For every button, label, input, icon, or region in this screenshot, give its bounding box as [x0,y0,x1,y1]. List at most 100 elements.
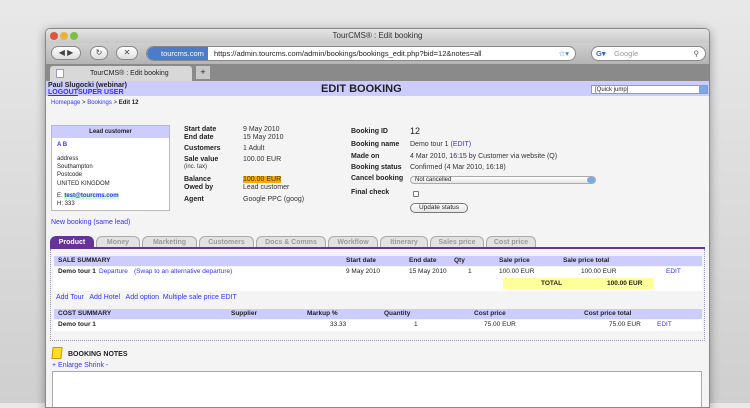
tab-product[interactable]: Product [50,236,94,248]
reload-icon[interactable]: ↻ [90,46,108,60]
sale-value-label: Sale value [184,156,219,163]
tab-customers[interactable]: Customers [199,236,254,248]
swap-departure-link[interactable]: (Swap to an alternative departure) [134,268,233,275]
booking-name-label: Booking name [351,141,400,148]
bookmark-star-icon[interactable]: ☆▾ [558,49,570,58]
enlarge-link[interactable]: + Enlarge [52,362,83,369]
add-links: Add Tour Add Hotel Add option Multiple s… [56,294,237,301]
tab-panel [50,249,705,341]
made-on: 4 Mar 2010, 16:15 by Customer via websit… [410,153,558,160]
edit-name-link[interactable]: (EDIT) [450,141,472,148]
tab-workflow[interactable]: Workflow [328,236,378,248]
tab-sales-price[interactable]: Sales price [430,236,484,248]
owed-by: Lead customer [243,184,290,191]
lead-customer-name[interactable]: A B [57,142,68,148]
chevron-down-icon [699,86,707,93]
add-option-link[interactable]: Add option [125,294,160,301]
departure-link[interactable]: Departure [99,268,128,275]
shrink-link[interactable]: Shrink - [84,362,109,369]
end-date: 15 May 2010 [243,134,284,141]
google-icon: G▾ [596,49,606,58]
cancel-booking-select[interactable]: Not cancelled [410,176,596,184]
agent-label: Agent [184,196,204,203]
booking-notes-textarea[interactable] [52,371,702,407]
customers: 1 Adult [243,145,265,152]
customers-label: Customers [184,145,221,152]
breadcrumb: Homepage > Bookings > Edit 12 [51,100,139,106]
stop-icon[interactable]: ✕ [116,46,138,60]
super-user-link[interactable]: SUPER USER [78,89,124,96]
url-text: https://admin.tourcms.com/admin/bookings… [213,49,482,58]
chevron-down-icon [587,177,595,183]
address-city: Southampton [57,164,93,170]
lead-customer-title: Lead customer [52,126,169,138]
final-check-checkbox[interactable] [413,191,419,197]
booking-name: Demo tour 1 [410,141,449,148]
user-name: Paul Slugocki (webinar) [48,82,127,89]
balance-label: Balance [184,176,211,183]
tab-money[interactable]: Money [96,236,140,248]
booking-notes-title: BOOKING NOTES [68,351,128,358]
new-tab-button[interactable]: + [196,66,210,79]
title-bar: TourCMS® : Edit booking [46,29,709,43]
search-input[interactable]: Google G▾ ⚲ [591,46,706,61]
multiple-sale-price-edit-link[interactable]: Multiple sale price EDIT [162,294,237,301]
sale-summary-header: SALE SUMMARY Start date End date Qty Sal… [54,256,702,266]
quick-jump-select[interactable]: [Quick jump] [591,85,708,94]
product-name: Demo tour 1 [58,268,96,275]
tab-underline [50,247,705,249]
browser-tab[interactable]: TourCMS® : Edit booking [50,66,192,81]
email-label: E: [57,193,63,199]
booking-id: 12 [410,126,421,136]
browser-window: TourCMS® : Edit booking ◀ ▶ ↻ ✕ tourcms.… [45,28,710,408]
update-status-button[interactable]: Update status [410,203,468,213]
sale-value: 100.00 EUR [243,156,282,163]
minimize-window-button[interactable] [60,32,68,40]
browser-tab-bar: TourCMS® : Edit booking + [46,64,709,81]
tab-cost-price[interactable]: Cost price [486,236,536,248]
address-postcode: Postcode [57,172,83,178]
magnifier-icon[interactable]: ⚲ [693,49,700,58]
booking-status: Confirmed (4 Mar 2010, 16:18) [410,164,506,171]
balance: 100.00 EUR [243,176,282,183]
table-row: Demo tour 1 Departure (Swap to an altern… [54,267,702,291]
sale-value-sub: (inc. tax) [184,164,208,170]
booking-id-label: Booking ID [351,128,388,135]
address-bar[interactable]: tourcms.com https://admin.tourcms.com/adm… [146,46,576,61]
cost-summary-header: COST SUMMARY Supplier Markup % Quantity … [54,309,702,319]
tab-marketing[interactable]: Marketing [142,236,197,248]
browser-toolbar: ◀ ▶ ↻ ✕ tourcms.com https://admin.tourcms… [46,43,709,64]
window-title: TourCMS® : Edit booking [332,31,423,40]
add-tour-link[interactable]: Add Tour [56,294,84,301]
edit-sale-link[interactable]: EDIT [666,268,681,275]
agent: Google PPC (goog) [243,196,305,203]
owed-by-label: Owed by [184,184,214,191]
email-link[interactable]: test@tourcms.com [64,193,119,199]
address-country: UNITED KINGDOM [57,181,110,187]
address-line: address [57,156,79,162]
table-row: Demo tour 1 33.33 1 75.00 EUR 75.00 EUR … [54,320,702,331]
made-on-label: Made on [351,153,380,160]
breadcrumb-home[interactable]: Homepage [51,100,81,106]
tab-itinerary[interactable]: Itinerary [380,236,428,248]
breadcrumb-bookings[interactable]: Bookings [87,100,112,106]
zoom-window-button[interactable] [70,32,78,40]
end-date-label: End date [184,134,214,141]
start-date-label: Start date [184,126,217,133]
add-hotel-link[interactable]: Add Hotel [89,294,121,301]
close-window-button[interactable] [50,32,58,40]
edit-cost-link[interactable]: EDIT [657,321,672,328]
start-date: 9 May 2010 [243,126,280,133]
new-booking-link[interactable]: New booking (same lead) [51,219,131,226]
cancel-booking-label: Cancel booking [351,175,404,182]
breadcrumb-current: Edit 12 [118,100,139,106]
phone: H: 333 [57,201,75,207]
page-title: EDIT BOOKING [321,83,402,95]
tab-docs-comms[interactable]: Docs & Comms [256,236,326,248]
logout-link[interactable]: LOGOUT [48,89,78,96]
booking-status-label: Booking status [351,164,402,171]
sticky-note-icon [51,347,63,359]
page-header: Paul Slugocki (webinar) LOGOUT SUPER USE… [46,81,709,96]
site-badge: tourcms.com [147,47,208,60]
back-forward-button[interactable]: ◀ ▶ [51,46,81,60]
